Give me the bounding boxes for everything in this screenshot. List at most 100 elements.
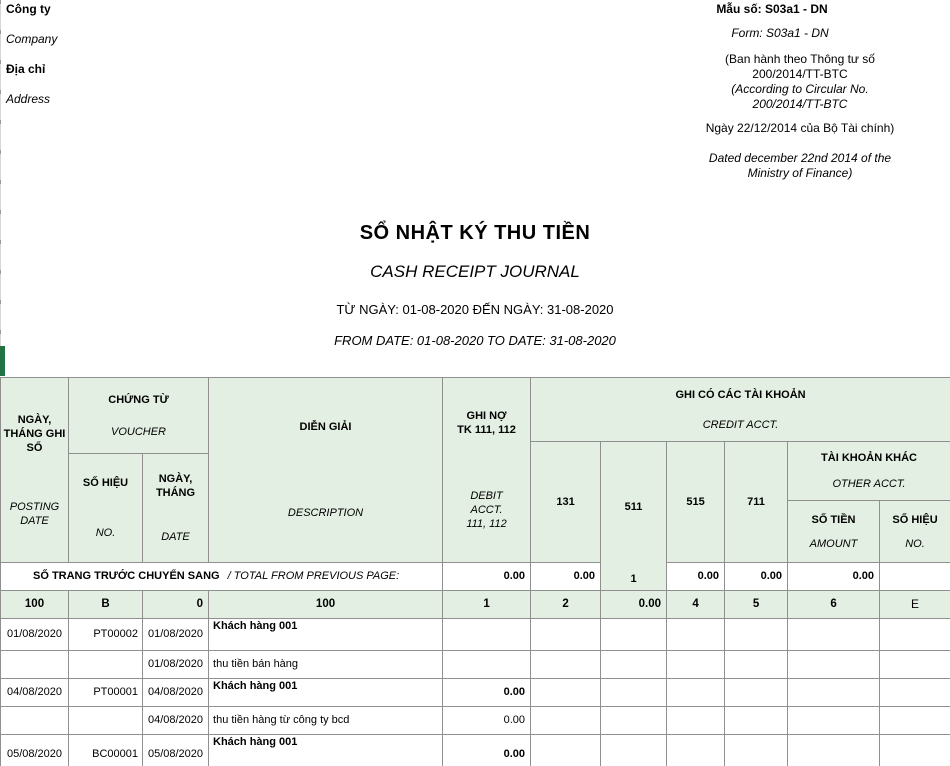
index-voucher-date: 0 — [141, 590, 210, 619]
cell-credit-515 — [666, 734, 726, 766]
cell-other-amount — [787, 678, 881, 707]
header-voucher-no: SỐ HIỆU NO. — [68, 453, 143, 563]
header-posting-date-vn: NGÀY, THÁNG GHI SỔ — [3, 413, 66, 454]
cell-credit-515 — [666, 650, 726, 679]
header-posting-date: NGÀY, THÁNG GHI SỔ POSTING DATE — [0, 377, 69, 563]
header-voucher-date: NGÀY, THÁNG DATE — [141, 453, 210, 563]
header-voucher-vn: CHỨNG TỪ — [108, 393, 169, 406]
cell-credit-515 — [666, 706, 726, 735]
cell-posting-date: 05/08/2020 — [0, 734, 69, 766]
cell-description: Khách hàng 001 — [208, 618, 444, 651]
form-info-block: Mẫu số: S03a1 - DN Form: S03a1 - DN (Ban… — [650, 2, 950, 181]
index-credit-515: 4 — [666, 590, 726, 619]
header-voucher-date-vn: NGÀY, THÁNG — [155, 473, 196, 499]
sheet-row-tick-marks — [0, 0, 1, 346]
column-index-row: 100 B 0 100 1 2 0.00 4 5 6 E — [0, 590, 950, 619]
header-other-acct-vn: TÀI KHOẢN KHÁC — [821, 452, 917, 464]
company-label-vn: Công ty — [6, 2, 51, 16]
cell-posting-date: 01/08/2020 — [0, 618, 69, 651]
journal-row: 04/08/2020 thu tiền hàng từ công ty bcd … — [0, 706, 950, 735]
cell-voucher-no — [68, 650, 143, 679]
cell-debit — [442, 618, 532, 651]
header-acct-131-label: 131 — [556, 496, 575, 508]
cell-posting-date — [0, 650, 69, 679]
journal-row: 01/08/2020 PT00002 01/08/2020 Khách hàng… — [0, 618, 950, 651]
cell-credit-511 — [600, 618, 668, 651]
prev-page-debit: 0.00 — [442, 562, 532, 591]
index-other-no: E — [879, 590, 950, 619]
sheet-selection-accent-bar — [0, 346, 5, 376]
journal-row: 04/08/2020 PT00001 04/08/2020 Khách hàng… — [0, 678, 950, 707]
cell-credit-511 — [600, 706, 668, 735]
cell-voucher-no: PT00002 — [68, 618, 143, 651]
circular-line-1-en: (According to Circular No. — [731, 82, 869, 96]
previous-page-total-row: SỐ TRANG TRƯỚC CHUYỂN SANG / TOTAL FROM … — [0, 562, 950, 591]
cell-other-amount — [787, 618, 881, 651]
header-debit-en: DEBIT ACCT. 111, 112 — [466, 490, 507, 530]
header-acct-515-label: 515 — [686, 496, 705, 508]
header-voucher-en: VOUCHER — [111, 425, 167, 438]
cell-credit-711 — [724, 618, 789, 651]
header-credit-group: GHI CÓ CÁC TÀI KHOẢN CREDIT ACCT. — [530, 377, 950, 442]
cell-debit: 0.00 — [442, 734, 532, 766]
issued-date-vn: Ngày 22/12/2014 của Bộ Tài chính) — [705, 121, 895, 135]
cell-other-no — [879, 618, 950, 651]
header-acct-131: 131 — [530, 441, 602, 563]
cell-credit-515 — [666, 618, 726, 651]
header-other-no-en: NO. — [905, 537, 925, 550]
circular-line-2-en: 200/2014/TT-BTC — [752, 97, 848, 111]
company-info-block: Công ty Company Địa chỉ Address — [6, 2, 57, 122]
cell-voucher-date: 01/08/2020 — [141, 618, 210, 651]
journal-row: 05/08/2020 BC00001 05/08/2020 Khách hàng… — [0, 734, 950, 766]
cell-voucher-date: 04/08/2020 — [141, 678, 210, 707]
journal-row: 01/08/2020 thu tiền bán hàng — [0, 650, 950, 679]
company-label-en: Company — [6, 32, 58, 46]
address-label-vn: Địa chỉ — [6, 62, 46, 76]
index-other-amount: 6 — [787, 590, 881, 619]
cell-voucher-date: 04/08/2020 — [141, 706, 210, 735]
header-other-no: SỐ HIỆU NO. — [879, 500, 950, 563]
header-row-credit-accounts: 131 511 1 515 711 TÀI KHOẢN KHÁC OTHER A… — [1, 441, 950, 591]
header-other-acct-group: TÀI KHOẢN KHÁC OTHER ACCT. — [787, 441, 950, 501]
circular-line-2-vn: 200/2014/TT-BTC — [752, 67, 848, 81]
cell-credit-131 — [530, 650, 602, 679]
cell-other-amount — [787, 650, 881, 679]
header-acct-711: 711 — [724, 441, 789, 563]
cell-credit-131 — [530, 678, 602, 707]
cell-credit-511 — [600, 650, 668, 679]
index-credit-711: 5 — [724, 590, 789, 619]
cell-voucher-date: 01/08/2020 — [141, 650, 210, 679]
date-range-vn: TỪ NGÀY: 01-08-2020 ĐẾN NGÀY: 31-08-2020 — [336, 302, 614, 317]
journal-table: NGÀY, THÁNG GHI SỔ POSTING DATE CHỨNG TỪ… — [0, 377, 950, 766]
cell-voucher-no: PT00001 — [68, 678, 143, 707]
header-acct-511-label: 511 — [624, 501, 643, 513]
cell-other-no — [879, 706, 950, 735]
issued-date-en-line-2: Ministry of Finance) — [747, 166, 853, 180]
header-other-acct-en: OTHER ACCT. — [832, 478, 906, 490]
cell-credit-131 — [530, 706, 602, 735]
form-number-vn: Mẫu số: S03a1 - DN — [716, 2, 828, 16]
cell-description: thu tiền hàng từ công ty bcd — [208, 706, 444, 735]
prev-page-label-vn: SỐ TRANG TRƯỚC CHUYỂN SANG — [33, 570, 220, 582]
header-description: DIỄN GIẢI DESCRIPTION — [208, 377, 444, 563]
form-number-en: Form: S03a1 - DN — [731, 26, 829, 40]
index-credit-131: 2 — [530, 590, 602, 619]
header-credit-vn: GHI CÓ CÁC TÀI KHOẢN — [675, 388, 806, 401]
cell-other-amount — [787, 706, 881, 735]
index-debit: 1 — [442, 590, 532, 619]
cell-other-amount — [787, 734, 881, 766]
cell-debit — [442, 650, 532, 679]
header-other-amount: SỐ TIỀN AMOUNT — [787, 500, 881, 563]
header-row-other-sub: SỐ TIỀN AMOUNT SỐ HIỆU NO. — [1, 500, 950, 563]
cell-posting-date — [0, 706, 69, 735]
header-row-voucher-sub: SỐ HIỆU NO. NGÀY, THÁNG DATE — [1, 453, 950, 563]
cell-credit-711 — [724, 678, 789, 707]
header-posting-date-en: POSTING DATE — [9, 500, 60, 527]
address-label-en: Address — [6, 92, 51, 106]
cell-credit-515 — [666, 678, 726, 707]
circular-line-1-vn: (Ban hành theo Thông tư số — [725, 52, 875, 66]
cell-credit-711 — [724, 650, 789, 679]
header-debit: GHI NỢ TK 111, 112 DEBIT ACCT. 111, 112 — [442, 377, 532, 563]
header-other-amount-en: AMOUNT — [809, 537, 858, 550]
header-other-amount-vn: SỐ TIỀN — [811, 513, 856, 526]
